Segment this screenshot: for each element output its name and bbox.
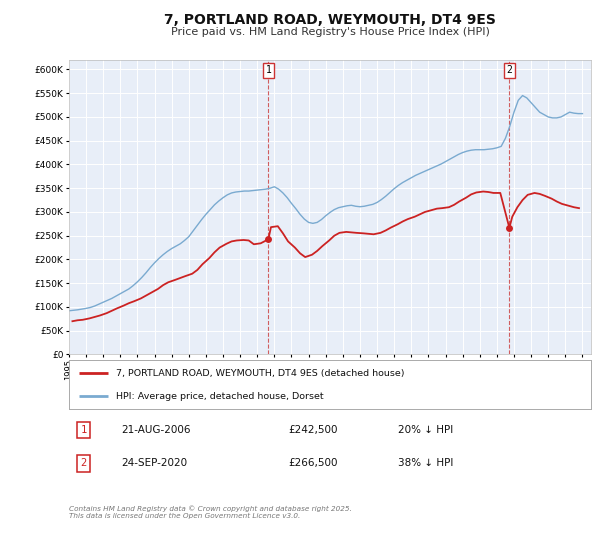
Text: Price paid vs. HM Land Registry's House Price Index (HPI): Price paid vs. HM Land Registry's House … [170,27,490,38]
Text: 21-AUG-2006: 21-AUG-2006 [121,425,191,435]
Text: 1: 1 [80,425,87,435]
Text: 1: 1 [265,66,271,76]
Text: 2: 2 [506,66,512,76]
Text: 7, PORTLAND ROAD, WEYMOUTH, DT4 9ES (detached house): 7, PORTLAND ROAD, WEYMOUTH, DT4 9ES (det… [116,369,404,378]
Text: HPI: Average price, detached house, Dorset: HPI: Average price, detached house, Dors… [116,392,323,401]
Text: 20% ↓ HPI: 20% ↓ HPI [398,425,453,435]
Text: Contains HM Land Registry data © Crown copyright and database right 2025.
This d: Contains HM Land Registry data © Crown c… [69,505,352,519]
Text: 7, PORTLAND ROAD, WEYMOUTH, DT4 9ES: 7, PORTLAND ROAD, WEYMOUTH, DT4 9ES [164,13,496,27]
Text: 38% ↓ HPI: 38% ↓ HPI [398,459,453,468]
Text: 24-SEP-2020: 24-SEP-2020 [121,459,187,468]
Text: £242,500: £242,500 [288,425,338,435]
Text: 2: 2 [80,459,87,468]
Text: £266,500: £266,500 [288,459,338,468]
